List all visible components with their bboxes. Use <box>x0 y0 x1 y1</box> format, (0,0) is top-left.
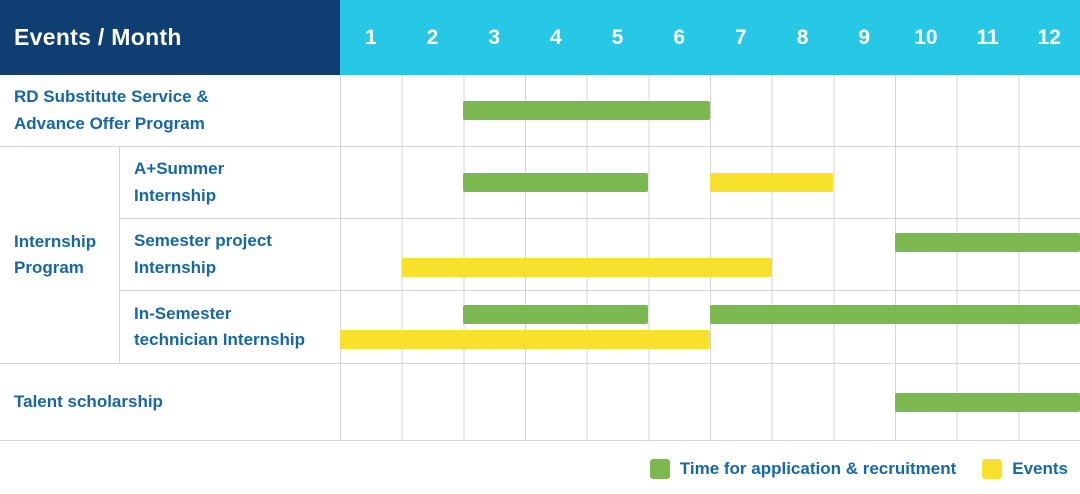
timeline-bar-yellow <box>340 330 710 349</box>
timeline-bar-green <box>463 305 649 324</box>
row-talent-scholarship: Talent scholarship <box>0 364 1080 441</box>
row-label: Talent scholarship <box>14 391 163 411</box>
table-header: Events / Month 1 2 3 4 5 6 7 8 9 10 11 12 <box>0 0 1080 75</box>
month-label: 5 <box>611 25 624 49</box>
timeline-bar-green <box>895 392 1080 412</box>
month-label: 4 <box>550 25 562 49</box>
month-label: 7 <box>735 25 747 49</box>
row-label: RD Substitute Service & Advance Offer Pr… <box>14 87 209 133</box>
row-a-summer-internship: A+Summer Internship <box>120 147 1080 219</box>
row-timeline <box>340 75 1080 146</box>
row-rd-substitute-service: RD Substitute Service & Advance Offer Pr… <box>0 75 1080 147</box>
row-timeline <box>340 147 1080 218</box>
row-timeline <box>340 219 1080 290</box>
green-swatch-icon <box>649 459 670 479</box>
month-label: 12 <box>1037 25 1061 49</box>
legend: Time for application & recruitment Event… <box>0 441 1080 479</box>
row-timeline <box>340 364 1080 440</box>
month-label: 10 <box>914 25 938 49</box>
row-label: In-Semester technician Internship <box>134 303 305 349</box>
timeline-bar-green <box>463 101 710 120</box>
legend-item-recruitment: Time for application & recruitment <box>649 459 957 479</box>
month-label: 3 <box>488 25 501 49</box>
month-label: 11 <box>976 25 999 49</box>
legend-label: Time for application & recruitment <box>679 459 957 478</box>
group-internship-program: Internship Program A+Summer Internship S… <box>0 147 1080 364</box>
month-label: 8 <box>796 25 809 49</box>
row-timeline <box>340 291 1080 363</box>
row-semester-project-internship: Semester project Internship <box>120 219 1080 291</box>
group-subrows: A+Summer Internship Semester project Int… <box>120 147 1080 363</box>
row-in-semester-technician-internship: In-Semester technician Internship <box>120 291 1080 363</box>
timeline-bar-green <box>710 305 1080 324</box>
row-label: A+Summer Internship <box>134 159 225 205</box>
legend-label: Events <box>1012 459 1068 478</box>
group-label: Internship Program <box>0 147 120 363</box>
timeline-bar-green <box>895 233 1080 252</box>
legend-item-events: Events <box>982 459 1068 479</box>
month-label: 2 <box>426 25 439 49</box>
yellow-swatch-icon <box>982 459 1003 479</box>
row-label: Semester project Internship <box>134 231 272 277</box>
timeline-bar-yellow <box>710 173 834 192</box>
timeline-bar-green <box>463 173 649 192</box>
month-label: 6 <box>673 25 686 49</box>
month-header: 1 2 3 4 5 6 7 8 9 10 11 12 <box>340 0 1080 75</box>
month-label: 9 <box>858 25 871 49</box>
table-header-title: Events / Month <box>0 0 340 75</box>
timeline-bar-yellow <box>401 258 772 277</box>
month-label: 1 <box>364 25 377 49</box>
